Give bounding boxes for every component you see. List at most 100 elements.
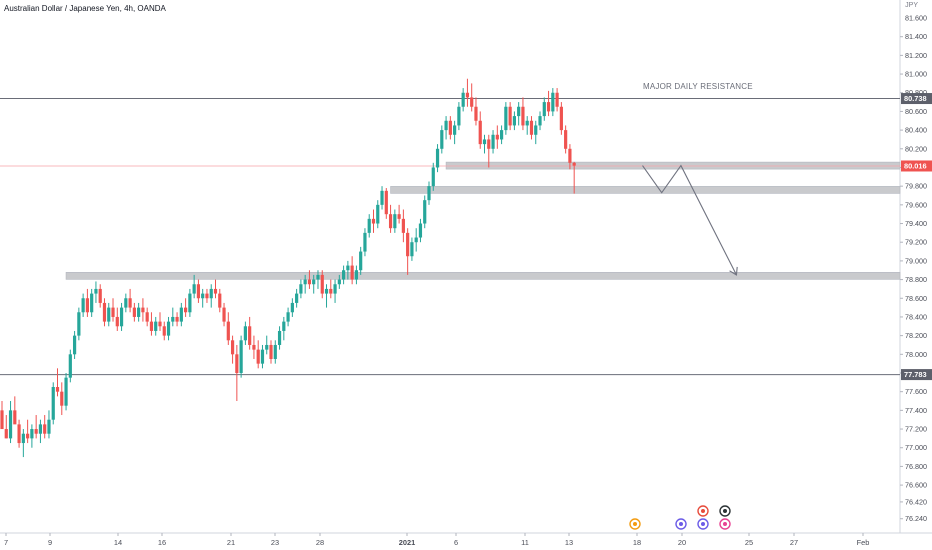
candle-body <box>414 237 418 243</box>
candle-body <box>17 424 21 444</box>
candle-body <box>4 429 8 439</box>
support-zone <box>390 186 901 194</box>
time-tick-label: 11 <box>521 538 529 547</box>
candle-body <box>367 218 371 233</box>
candle-body <box>85 298 89 313</box>
candle-body <box>448 120 452 135</box>
candle-body <box>145 312 149 322</box>
candle-body <box>269 344 273 359</box>
candle-body <box>542 102 546 117</box>
price-tick-label: 80.800 <box>905 88 927 97</box>
candle-body <box>495 134 499 140</box>
price-label-text: 80.738 <box>904 94 927 103</box>
candle-body <box>346 265 350 271</box>
candle-body <box>55 387 60 392</box>
candle-body <box>286 312 290 322</box>
candle-body <box>337 279 341 285</box>
candle-body <box>128 298 132 308</box>
candle-body <box>538 116 542 126</box>
candle-body <box>329 288 333 294</box>
candle-body <box>453 125 457 135</box>
candle-body <box>410 242 414 257</box>
candle-body <box>196 284 201 299</box>
time-tick-label: 9 <box>48 538 52 547</box>
price-label-text: 77.783 <box>904 370 927 379</box>
candle-body <box>316 274 320 280</box>
projection-arrowhead <box>729 266 738 276</box>
candle-body <box>423 200 427 224</box>
time-tick-label: 23 <box>271 538 279 547</box>
candle-body <box>81 298 85 313</box>
candle-body <box>98 288 102 303</box>
candle-body <box>282 321 286 331</box>
event-dot-icon <box>701 509 705 513</box>
candle-body <box>508 106 512 126</box>
time-tick-label: 2021 <box>399 538 415 547</box>
candle-body <box>124 298 128 308</box>
price-label-text: 80.016 <box>904 162 927 171</box>
currency-label: JPY <box>905 2 918 9</box>
candle-body <box>72 335 77 355</box>
price-tick-label: 81.200 <box>905 51 927 60</box>
candle-body <box>307 279 312 285</box>
candle-body <box>115 316 119 327</box>
candle-body <box>499 130 504 140</box>
candle-body <box>478 120 482 145</box>
candle-body <box>295 293 299 303</box>
candle-body <box>192 284 196 294</box>
resistance-annotation: MAJOR DAILY RESISTANCE <box>643 82 753 91</box>
candle-body <box>265 344 269 350</box>
time-tick-label: 14 <box>114 538 122 547</box>
candle-body <box>201 293 205 299</box>
candle-body <box>209 288 213 299</box>
candle-body <box>397 214 401 219</box>
candle-body <box>431 167 435 187</box>
candle-body <box>51 387 55 420</box>
candle-body <box>418 223 423 238</box>
candle-body <box>342 270 346 280</box>
candle-body <box>363 232 367 252</box>
price-tick-label: 79.200 <box>905 238 927 247</box>
candle-body <box>47 419 51 434</box>
price-tick-label: 78.000 <box>905 350 927 359</box>
projected-path <box>642 164 737 276</box>
candle-body <box>290 302 294 313</box>
price-tick-label: 77.200 <box>905 425 927 434</box>
event-dot-icon <box>679 522 683 526</box>
candle-body <box>213 288 218 294</box>
price-tick-label: 78.800 <box>905 275 927 284</box>
candle-body <box>226 321 230 341</box>
time-tick-label: 16 <box>158 538 166 547</box>
candle-body <box>243 326 247 341</box>
candle-body <box>491 134 495 149</box>
candle-body <box>260 349 265 364</box>
candle-body <box>141 307 145 313</box>
candle-body <box>230 340 235 355</box>
candle-body <box>534 125 538 135</box>
candle-body <box>158 321 162 327</box>
candle-body <box>303 279 307 285</box>
candle-body <box>504 106 508 131</box>
candle-body <box>137 307 141 317</box>
price-tick-label: 79.600 <box>905 200 927 209</box>
candle-body <box>299 284 303 294</box>
price-tick-label: 79.800 <box>905 182 927 191</box>
candle-body <box>457 106 461 126</box>
price-tick-label: 78.600 <box>905 294 927 303</box>
time-tick-label: 25 <box>745 538 753 547</box>
candle-body <box>239 340 243 373</box>
event-dot-icon <box>723 509 727 513</box>
candle-body <box>132 307 136 317</box>
candle-body <box>273 344 277 359</box>
candle-body <box>154 321 158 331</box>
price-label-tag <box>901 93 932 105</box>
candle-body <box>30 429 34 439</box>
candle-body <box>21 433 25 444</box>
candle-body <box>525 120 529 126</box>
time-tick-label: Feb <box>857 538 870 547</box>
candle-body <box>205 293 209 299</box>
candle-body <box>43 424 47 434</box>
candle-body <box>517 106 521 117</box>
candle-body <box>77 312 81 336</box>
